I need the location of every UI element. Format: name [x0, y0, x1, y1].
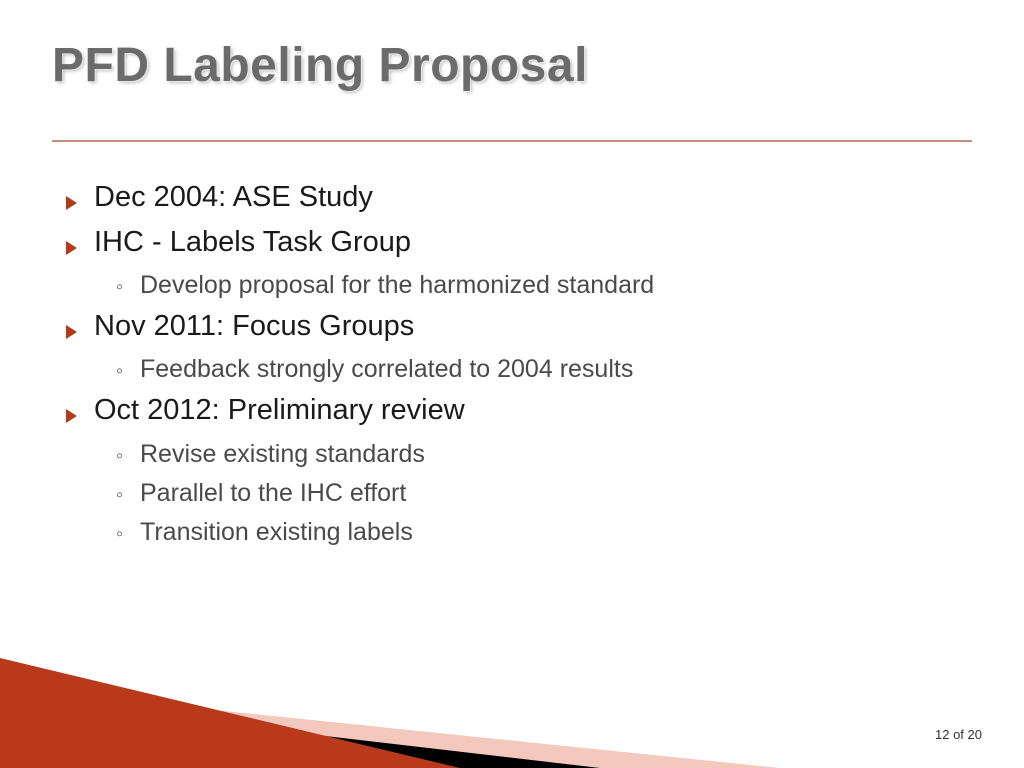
- page-number: 12 of 20: [935, 727, 982, 742]
- list-item: Dec 2004: ASE Study: [66, 178, 946, 217]
- bullet-content: Dec 2004: ASE Study IHC - Labels Task Gr…: [66, 178, 946, 554]
- list-subitem: ◦ Parallel to the IHC effort: [116, 476, 946, 511]
- triangle-bullet-icon: [66, 241, 94, 255]
- list-subitem: ◦ Feedback strongly correlated to 2004 r…: [116, 352, 946, 387]
- decor-triangle-orange: [0, 658, 460, 768]
- list-subitem: ◦ Develop proposal for the harmonized st…: [116, 268, 946, 303]
- bullet-text: IHC - Labels Task Group: [94, 223, 411, 262]
- bullet-text: Nov 2011: Focus Groups: [94, 307, 414, 346]
- title-rule: [52, 140, 972, 142]
- bullet-text: Parallel to the IHC effort: [140, 476, 406, 511]
- slide: PFD Labeling Proposal Dec 2004: ASE Stud…: [0, 0, 1024, 768]
- bullet-text: Transition existing labels: [140, 515, 413, 550]
- ring-bullet-icon: ◦: [116, 485, 140, 505]
- list-item: Oct 2012: Preliminary review: [66, 391, 946, 430]
- ring-bullet-icon: ◦: [116, 277, 140, 297]
- list-subitem: ◦ Transition existing labels: [116, 515, 946, 550]
- bullet-text: Revise existing standards: [140, 437, 425, 472]
- slide-title: PFD Labeling Proposal: [52, 38, 588, 93]
- triangle-bullet-icon: [66, 409, 94, 423]
- ring-bullet-icon: ◦: [116, 361, 140, 381]
- list-item: IHC - Labels Task Group: [66, 223, 946, 262]
- triangle-bullet-icon: [66, 196, 94, 210]
- bullet-text: Oct 2012: Preliminary review: [94, 391, 465, 430]
- bullet-text: Dec 2004: ASE Study: [94, 178, 373, 217]
- ring-bullet-icon: ◦: [116, 524, 140, 544]
- ring-bullet-icon: ◦: [116, 446, 140, 466]
- bullet-text: Feedback strongly correlated to 2004 res…: [140, 352, 633, 387]
- list-subitem: ◦ Revise existing standards: [116, 437, 946, 472]
- list-item: Nov 2011: Focus Groups: [66, 307, 946, 346]
- bullet-text: Develop proposal for the harmonized stan…: [140, 268, 654, 303]
- triangle-bullet-icon: [66, 325, 94, 339]
